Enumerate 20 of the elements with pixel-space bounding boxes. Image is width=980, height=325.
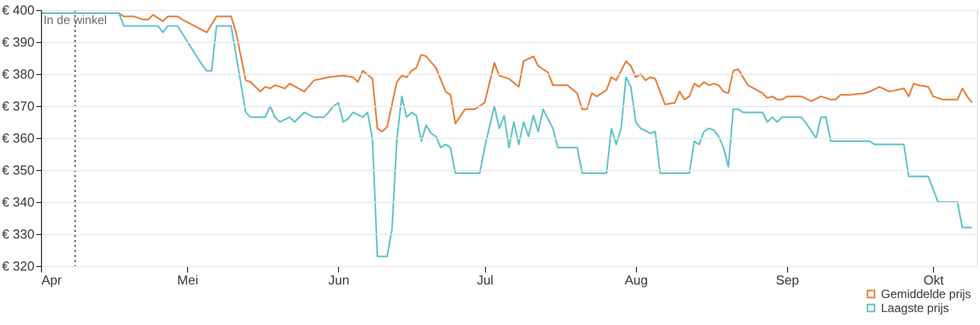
x-tick-label: Jul — [476, 272, 494, 288]
ref-line-label: In de winkel — [43, 13, 107, 27]
legend-label: Laagste prijs — [881, 301, 950, 315]
x-tick-label: Aug — [624, 272, 648, 288]
legend-label: Gemiddelde prijs — [881, 287, 972, 301]
y-tick-label: € 350 — [2, 162, 34, 178]
x-tick-label: Mei — [177, 272, 198, 288]
line-series — [40, 12, 973, 258]
y-tick-label: € 400 — [2, 2, 34, 18]
y-tick-label: € 380 — [2, 66, 34, 82]
y-tick-label: € 320 — [2, 258, 34, 274]
y-tick-label: € 330 — [2, 226, 34, 242]
y-tick-label: € 370 — [2, 98, 34, 114]
x-tick-label: Apr — [42, 272, 62, 288]
x-tick-label: Jun — [328, 272, 350, 288]
y-tick-label: € 390 — [2, 34, 34, 50]
y-tick-label: € 360 — [2, 130, 34, 146]
y-tick-label: € 340 — [2, 194, 34, 210]
x-tick-label: Okt — [924, 272, 944, 288]
x-tick-label: Sep — [776, 272, 799, 288]
